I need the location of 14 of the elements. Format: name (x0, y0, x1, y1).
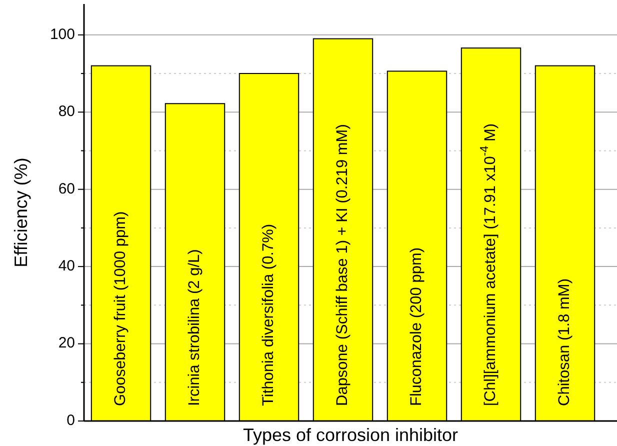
y-tick-label: 0 (66, 412, 75, 429)
y-tick-label: 20 (58, 334, 75, 352)
x-tick-label: Gooseberry fruit (1000 ppm) (112, 211, 130, 406)
y-tick-label: 100 (50, 26, 75, 43)
y-axis-title: Efficiency (%) (10, 158, 31, 268)
y-tick-label: 40 (58, 258, 75, 275)
x-tick-label: Tithonia diversifolia (0.7%) (260, 224, 278, 406)
x-tick-label: Dapsone (Schiff base 1) + KI (0.219 mM) (334, 124, 352, 406)
x-axis-title: Types of corrosion inhibitor (242, 425, 458, 445)
x-tick-label: Chitosan (1.8 mM) (556, 278, 574, 406)
y-tick-label: 80 (58, 103, 75, 120)
y-tick-label: 60 (58, 180, 75, 198)
x-tick-label: Ircinia strobilina (2 g/L) (186, 249, 204, 406)
x-tick-label: Fluconazole (200 ppm) (408, 247, 426, 406)
